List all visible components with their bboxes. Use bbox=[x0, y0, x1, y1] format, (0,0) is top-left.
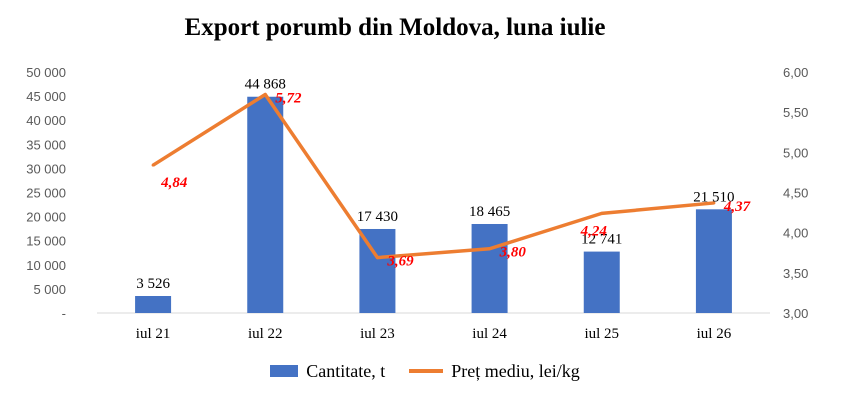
y-right-tick-label: 6,00 bbox=[783, 65, 808, 80]
line-point bbox=[151, 163, 155, 167]
bar-data-label: 12 741 bbox=[581, 232, 622, 248]
x-tick-label: iul 21 bbox=[136, 326, 171, 342]
y-left-tick-label: 15 000 bbox=[26, 234, 66, 249]
bar-series bbox=[135, 96, 732, 313]
line-point bbox=[263, 92, 267, 96]
line-data-labels: 4,84 5,72 3,69 3,80 4,24 4,37 bbox=[160, 90, 751, 269]
bar-data-label: 17 430 bbox=[357, 209, 398, 225]
bar bbox=[471, 223, 508, 313]
y-right-tick-label: 3,00 bbox=[783, 306, 808, 321]
x-tick-label: iul 22 bbox=[248, 326, 283, 342]
legend-label-bars: Cantitate, t bbox=[306, 360, 386, 381]
bar-data-labels: 3 526 44 868 17 430 18 465 12 741 21 510 bbox=[136, 77, 734, 292]
bar bbox=[247, 96, 284, 313]
line-point bbox=[600, 211, 604, 215]
y-left-tick-label: 40 000 bbox=[26, 113, 66, 128]
legend-swatch-bar bbox=[270, 365, 299, 377]
x-tick-label: iul 26 bbox=[697, 326, 732, 342]
y-left-tick-label: 20 000 bbox=[26, 210, 66, 225]
bar bbox=[135, 296, 172, 313]
right-axis: 3,00 3,50 4,00 4,50 5,00 5,50 6,00 bbox=[783, 65, 808, 321]
line-point bbox=[375, 256, 379, 260]
line-series bbox=[151, 92, 716, 260]
x-tick-label: iul 23 bbox=[360, 326, 395, 342]
line-point bbox=[712, 201, 716, 205]
y-right-tick-label: 3,50 bbox=[783, 266, 808, 281]
y-left-tick-label: 5 000 bbox=[33, 282, 66, 297]
bar-data-label: 3 526 bbox=[136, 276, 170, 292]
y-left-tick-label: 10 000 bbox=[26, 258, 66, 273]
y-right-tick-label: 5,00 bbox=[783, 145, 808, 160]
y-right-tick-label: 5,50 bbox=[783, 105, 808, 120]
line-data-label: 5,72 bbox=[275, 90, 302, 106]
legend-item-line: Preț mediu, lei/kg bbox=[409, 360, 580, 382]
y-left-tick-label: 35 000 bbox=[26, 137, 66, 152]
chart-title: Export porumb din Moldova, luna iulie bbox=[184, 14, 606, 41]
y-right-tick-label: 4,50 bbox=[783, 186, 808, 201]
line-data-label: 4,37 bbox=[723, 199, 751, 215]
line-data-label: 3,69 bbox=[386, 254, 414, 270]
bar-data-label: 18 465 bbox=[469, 204, 510, 220]
y-right-tick-label: 4,00 bbox=[783, 226, 808, 241]
line-data-label: 3,80 bbox=[499, 245, 527, 261]
y-left-tick-label: 25 000 bbox=[26, 186, 66, 201]
left-axis: - 5 000 10 000 15 000 20 000 25 000 30 000 35 0… bbox=[26, 65, 66, 321]
line-point bbox=[488, 247, 492, 251]
y-left-tick-label: 30 000 bbox=[26, 161, 66, 176]
y-left-tick-label: - bbox=[62, 306, 66, 321]
line-data-label: 4,24 bbox=[580, 223, 608, 239]
bar-data-label: 21 510 bbox=[693, 189, 734, 205]
bar-data-label: 44 868 bbox=[245, 77, 286, 93]
x-tick-label: iul 25 bbox=[584, 326, 619, 342]
price-line bbox=[152, 92, 715, 260]
y-left-tick-label: 50 000 bbox=[26, 65, 66, 80]
x-tick-label: iul 24 bbox=[472, 326, 507, 342]
legend-label-line: Preț mediu, lei/kg bbox=[451, 360, 580, 381]
legend-swatch-line bbox=[409, 369, 444, 373]
legend-item-bars: Cantitate, t bbox=[270, 361, 385, 382]
line-data-label: 4,84 bbox=[160, 175, 188, 191]
bar bbox=[695, 209, 732, 313]
x-axis: iul 21 iul 22 iul 23 iul 24 iul 25 iul 26 bbox=[97, 312, 770, 342]
bar bbox=[583, 251, 620, 313]
legend: Cantitate, t Preț mediu, lei/kg bbox=[0, 357, 850, 385]
y-left-tick-label: 45 000 bbox=[26, 89, 66, 104]
